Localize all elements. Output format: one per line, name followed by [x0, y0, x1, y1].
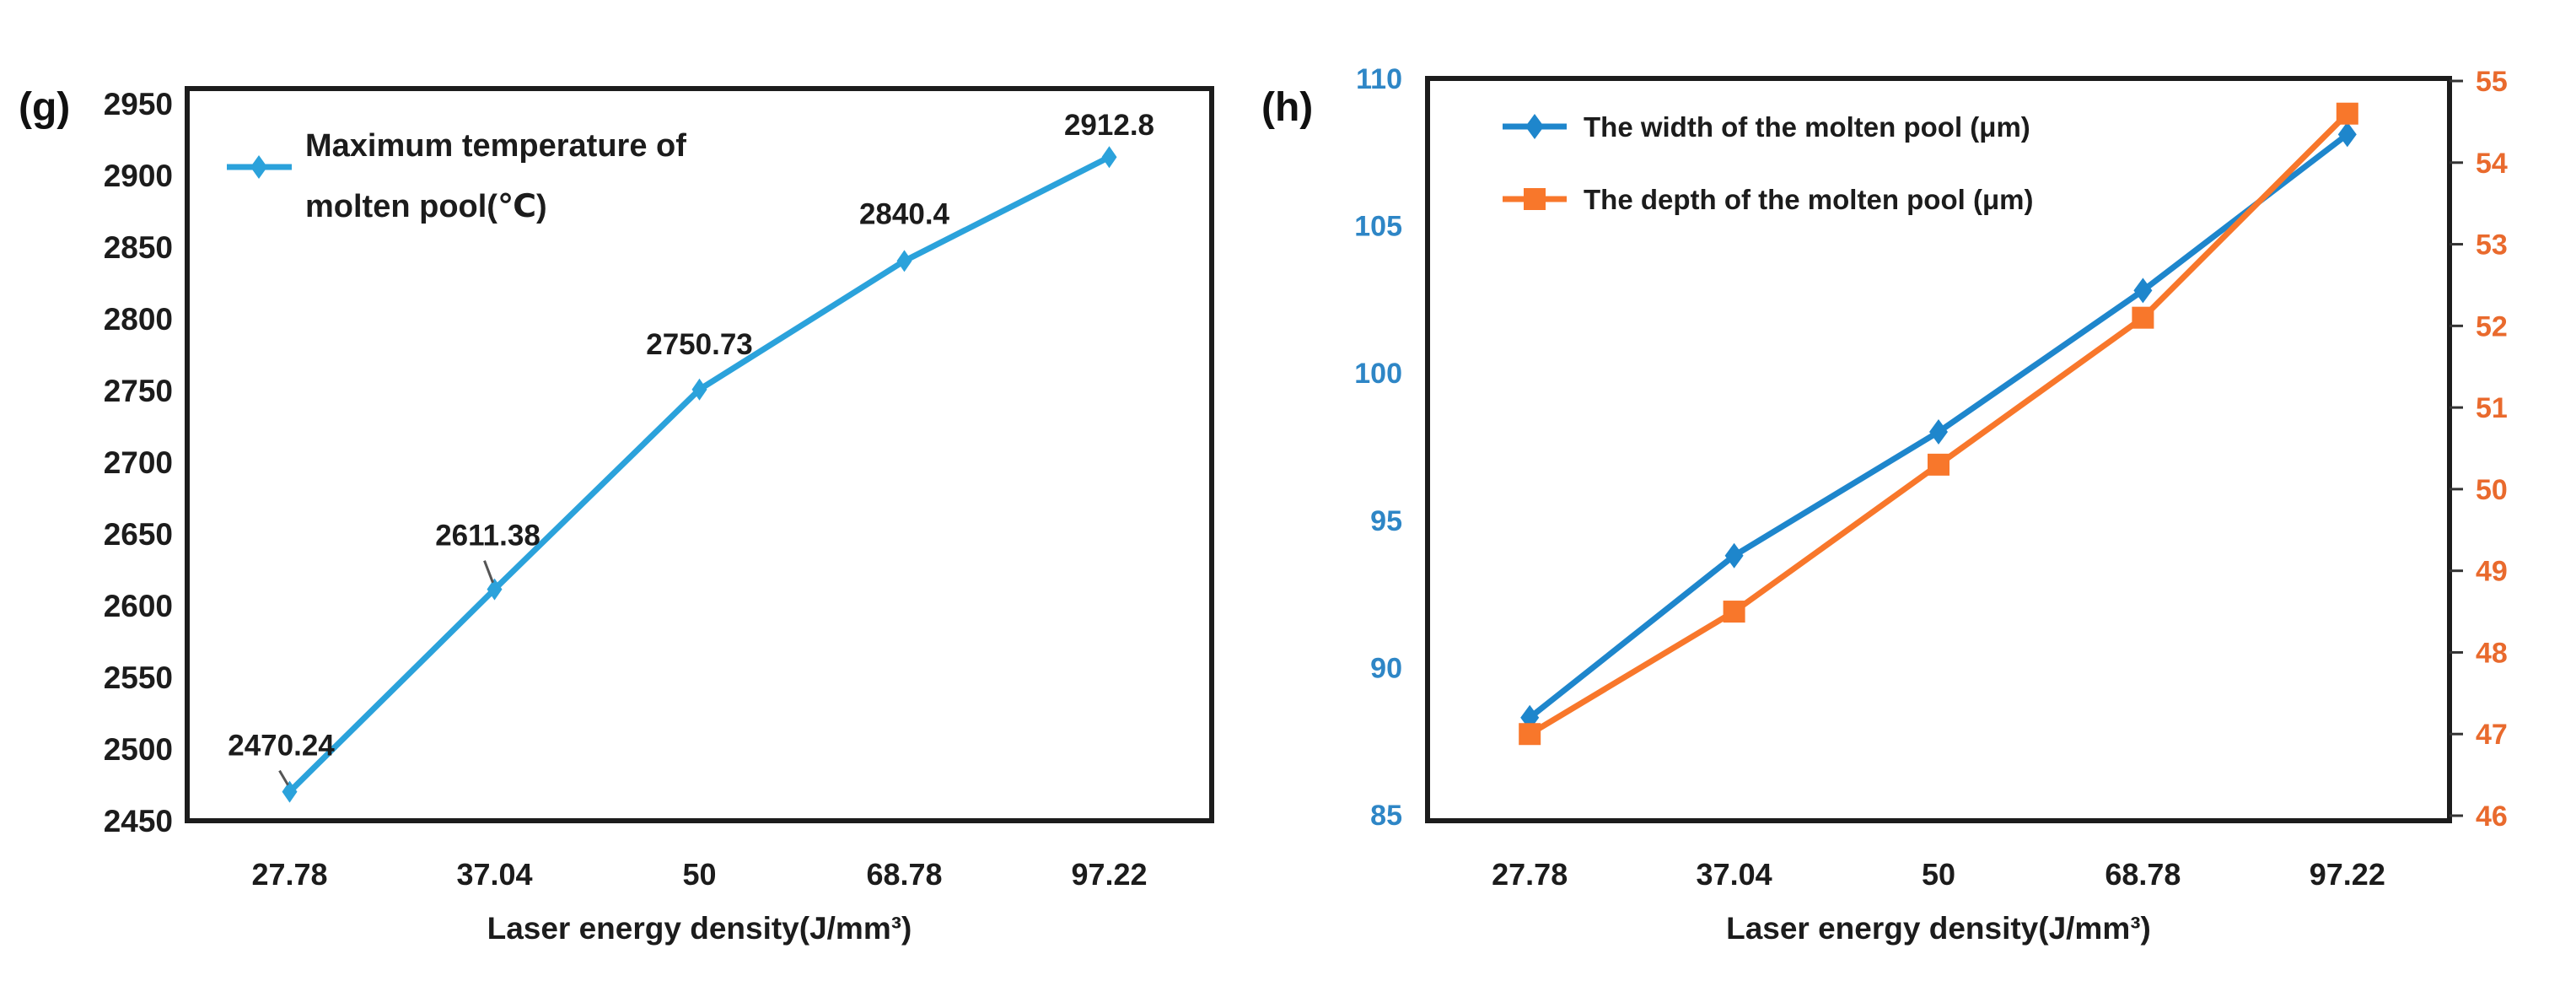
- legend-h: The width of the molten pool (μm) The dep…: [1503, 111, 2033, 215]
- y-tick-label: 2600: [104, 589, 173, 623]
- chart-g: 2450 2500 2550 2600 2650 2700 2750 2800 2850 2900…: [104, 86, 1214, 946]
- data-point-label: 2470.24: [228, 730, 335, 763]
- label-leader-line: [483, 560, 494, 584]
- square-marker: [2336, 102, 2358, 125]
- x-tick-label: 97.22: [2310, 857, 2385, 892]
- plot-border-h: [1425, 76, 2452, 823]
- left-tick-label: 105: [1354, 211, 1402, 243]
- y-tick-label: 2700: [104, 445, 173, 480]
- legend-label: The depth of the molten pool (μm): [1584, 184, 2033, 215]
- legend-g: Maximum temperature of molten pool(℃): [227, 128, 686, 224]
- x-tick-label: 68.78: [866, 857, 942, 892]
- diamond-marker: [487, 578, 503, 601]
- square-marker: [1519, 723, 1541, 746]
- diamond-marker: [1101, 146, 1117, 169]
- x-tick-label: 37.04: [1697, 857, 1772, 892]
- square-marker: [2132, 306, 2154, 329]
- temperature-series-line: [287, 154, 1112, 795]
- diamond-marker: [896, 250, 912, 272]
- right-tick-label: 54: [2476, 148, 2508, 180]
- temperature-series: [282, 146, 1117, 803]
- data-labels-g: 2470.24 2611.38 2750.73 2840.4 2912.8: [228, 109, 1154, 786]
- y-tick-label: 2950: [104, 87, 173, 121]
- right-tick-label: 51: [2476, 392, 2508, 424]
- left-tick-label: 110: [1356, 63, 1402, 95]
- plot-border-g: [185, 86, 1214, 823]
- left-tick-label: 85: [1370, 800, 1402, 832]
- diamond-marker: [2133, 278, 2153, 304]
- right-tick-label: 46: [2476, 800, 2508, 833]
- chart-h: 85 90 95 100 105 110 46 47 48 49 50 51 52 53 54 55 27.78…: [1354, 63, 2508, 946]
- legend-label-line1: Maximum temperature of: [305, 128, 686, 164]
- right-tick-label: 47: [2476, 719, 2508, 751]
- diamond-marker: [282, 780, 298, 803]
- y-tick-label: 2650: [104, 517, 173, 552]
- y-axis-labels-g: 2450 2500 2550 2600 2650 2700 2750 2800 2850 2900…: [104, 87, 173, 838]
- x-axis-labels-h: 27.78 37.04 50 68.78 97.22: [1492, 857, 2385, 892]
- y-tick-label: 2800: [104, 302, 173, 337]
- y-tick-label: 2500: [104, 732, 173, 767]
- data-point-label: 2750.73: [646, 328, 753, 361]
- left-tick-label: 100: [1354, 358, 1402, 390]
- right-tick-label: 48: [2476, 637, 2508, 669]
- x-tick-label: 27.78: [251, 857, 327, 892]
- y-tick-label: 2450: [104, 804, 173, 838]
- diamond-marker: [691, 378, 707, 401]
- square-marker: [1723, 601, 1745, 623]
- legend-diamond-marker: [1525, 114, 1544, 139]
- x-tick-label: 37.04: [456, 857, 532, 892]
- legend-label: The width of the molten pool (μm): [1584, 111, 2030, 143]
- legend-label-line2: molten pool(℃): [305, 189, 547, 224]
- right-tick-label: 50: [2476, 474, 2508, 506]
- y-tick-label: 2900: [104, 159, 173, 193]
- panel-label-g: (g): [19, 85, 71, 130]
- data-point-label: 2611.38: [435, 520, 540, 553]
- legend-square-marker: [1524, 188, 1546, 210]
- right-tick-label: 55: [2476, 66, 2508, 98]
- legend-diamond-marker: [250, 155, 267, 179]
- diamond-marker: [1724, 542, 1744, 569]
- square-marker: [1928, 453, 1949, 476]
- diamond-marker: [1929, 419, 1948, 445]
- x-tick-label: 27.78: [1492, 857, 1568, 892]
- diamond-marker: [2337, 121, 2357, 148]
- y-tick-label: 2850: [104, 230, 173, 265]
- x-tick-label: 97.22: [1071, 857, 1147, 892]
- label-leader-line: [278, 769, 289, 786]
- data-point-label: 2912.8: [1064, 109, 1154, 142]
- y-tick-label: 2750: [104, 374, 173, 408]
- x-axis-labels-g: 27.78 37.04 50 68.78 97.22: [251, 857, 1147, 892]
- right-tick-label: 52: [2476, 310, 2508, 342]
- depth-series: [1519, 102, 2358, 746]
- x-tick-label: 68.78: [2105, 857, 2181, 892]
- data-point-label: 2840.4: [859, 197, 950, 230]
- left-tick-label: 90: [1370, 652, 1402, 684]
- right-axis-labels-h: 46 47 48 49 50 51 52 53 54 55: [2450, 66, 2508, 833]
- left-axis-labels-h: 85 90 95 100 105 110: [1354, 63, 1402, 832]
- left-tick-label: 95: [1370, 505, 1402, 537]
- x-axis-title-g: Laser energy density(J/mm³): [487, 911, 912, 946]
- x-axis-title-h: Laser energy density(J/mm³): [1726, 911, 2151, 946]
- x-tick-label: 50: [682, 857, 716, 892]
- y-tick-label: 2550: [104, 660, 173, 695]
- x-tick-label: 50: [1922, 857, 1955, 892]
- panel-label-h: (h): [1261, 85, 1314, 130]
- right-tick-label: 53: [2476, 229, 2508, 261]
- right-tick-label: 49: [2476, 556, 2508, 588]
